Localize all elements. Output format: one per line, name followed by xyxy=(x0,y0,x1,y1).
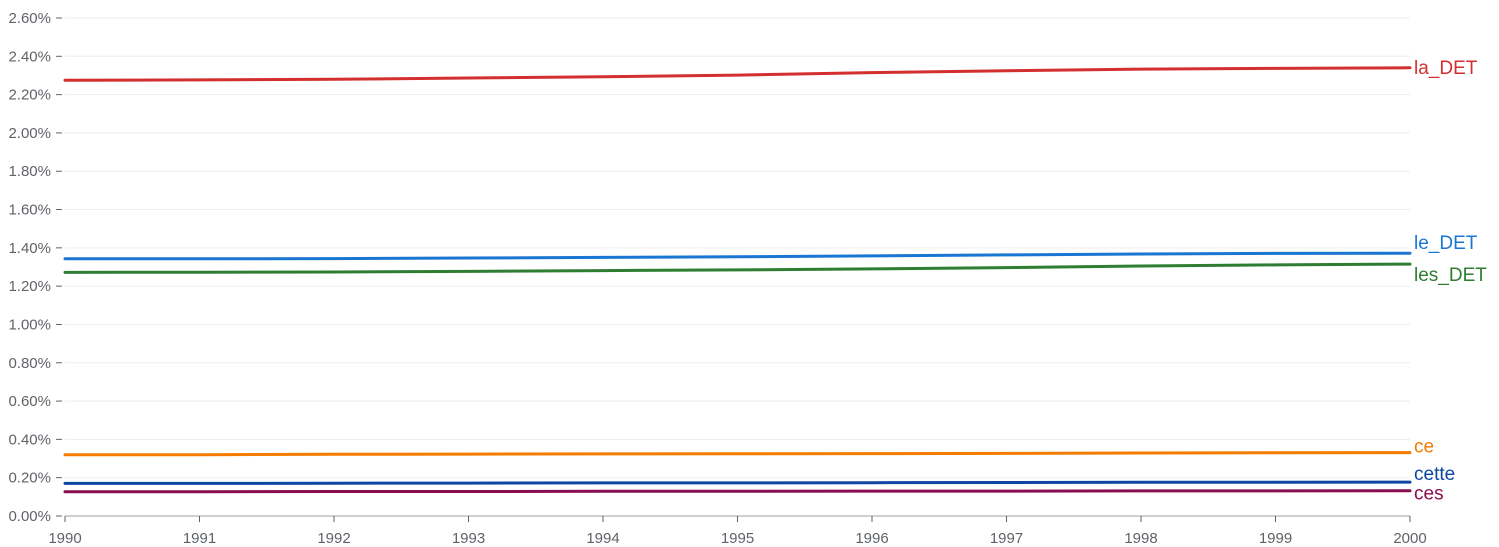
series-label-la-det[interactable]: la_DET xyxy=(1414,58,1478,79)
series-line-la-det[interactable] xyxy=(63,66,1412,82)
y-tick-label: 1.20% xyxy=(8,278,51,295)
series-line-ce[interactable] xyxy=(63,451,1412,457)
x-tick-label: 1996 xyxy=(855,530,888,547)
y-tick-label: 0.40% xyxy=(8,431,51,448)
series-label-ce[interactable]: ce xyxy=(1414,437,1434,458)
y-tick-label: 0.20% xyxy=(8,470,51,487)
series-label-cette[interactable]: cette xyxy=(1414,464,1455,485)
y-tick-label: 0.00% xyxy=(8,508,51,525)
y-tick-label: 2.40% xyxy=(8,48,51,65)
y-tick-label: 2.20% xyxy=(8,87,51,104)
y-tick-label: 0.60% xyxy=(8,393,51,410)
x-axis: 1990 1991 1992 1993 1994 1995 1996 1997 1998 1999… xyxy=(48,515,1427,547)
x-tick-label: 1995 xyxy=(721,530,754,547)
series-label-le-det[interactable]: le_DET xyxy=(1414,233,1478,254)
x-tick-label: 1993 xyxy=(452,530,485,547)
series-label-les-det[interactable]: les_DET xyxy=(1414,265,1487,286)
series-line-le-det[interactable] xyxy=(63,251,1412,261)
x-tick-label: 1992 xyxy=(317,530,350,547)
y-tick-label: 1.60% xyxy=(8,202,51,219)
series-label-ces[interactable]: ces xyxy=(1414,484,1444,505)
y-tick-label: 1.40% xyxy=(8,240,51,257)
y-axis: 0.00% 0.20% 0.40% 0.60% 0.80% 1.00% 1.20% 1.40%… xyxy=(8,10,62,525)
y-tick-label: 2.00% xyxy=(8,125,51,142)
x-tick-label: 2000 xyxy=(1393,530,1426,547)
x-tick-label: 1990 xyxy=(48,530,81,547)
y-tick-label: 2.60% xyxy=(8,10,51,27)
x-tick-label: 1999 xyxy=(1259,530,1292,547)
x-tick-label: 1994 xyxy=(586,530,619,547)
x-tick-label: 1997 xyxy=(990,530,1023,547)
series-lines xyxy=(63,66,1412,494)
x-tick-label: 1991 xyxy=(183,530,216,547)
y-tick-label: 0.80% xyxy=(8,355,51,372)
y-tick-label: 1.80% xyxy=(8,163,51,180)
series-line-ces[interactable] xyxy=(63,489,1412,494)
series-line-cette[interactable] xyxy=(63,480,1412,485)
grid-lines xyxy=(65,17,1410,479)
x-tick-label: 1998 xyxy=(1124,530,1157,547)
series-line-les-det[interactable] xyxy=(63,262,1412,274)
y-tick-label: 1.00% xyxy=(8,316,51,333)
